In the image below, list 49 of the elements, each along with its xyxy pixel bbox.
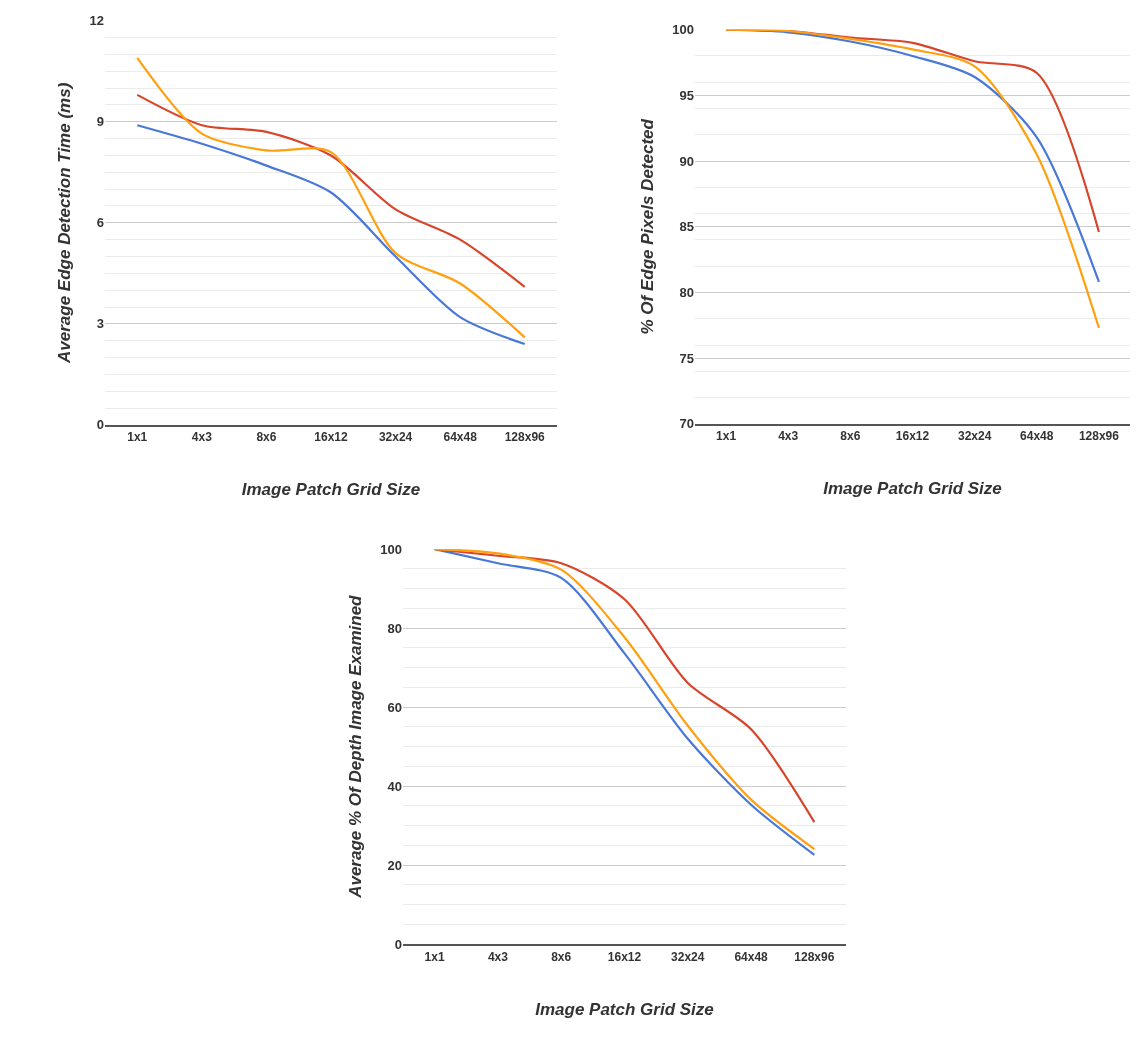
y-tick-label: 80 (679, 285, 694, 301)
x-tick-label: 4x3 (487, 949, 509, 964)
y-tick-label: 3 (96, 316, 104, 332)
x-axis-title: Image Patch Grid Size (823, 479, 1002, 499)
x-tick-label: 16x12 (895, 429, 930, 444)
x-tick-label: 1x1 (424, 949, 445, 964)
x-tick-label: 16x12 (607, 949, 642, 964)
y-tick-label: 70 (679, 416, 694, 432)
x-tick-label: 1x1 (127, 430, 148, 445)
y-tick-label: 0 (394, 936, 402, 952)
y-tick-label: 95 (679, 87, 694, 103)
y-tick-label: 20 (387, 857, 402, 873)
y-axis-title: Average Edge Detection Time (ms) (55, 82, 75, 364)
y-tick-label: 9 (96, 114, 104, 130)
y-tick-label: 100 (380, 541, 402, 557)
x-tick-label: 64x48 (734, 949, 769, 964)
x-tick-label: 32x24 (957, 429, 992, 444)
x-tick-label: 1x1 (716, 429, 737, 444)
line-series (724, 29, 1101, 330)
x-tick-label: 8x6 (840, 429, 861, 444)
y-axis-title: % Of Edge Pixels Detected (637, 118, 657, 335)
x-tick-label: 128x96 (794, 949, 835, 964)
x-tick-label: 64x48 (1020, 429, 1054, 444)
x-tick-label: 4x3 (191, 430, 213, 445)
x-tick-label: 32x24 (671, 949, 705, 964)
x-axis-title: Image Patch Grid Size (535, 999, 714, 1019)
x-tick-label: 32x24 (378, 430, 413, 445)
y-tick-label: 40 (387, 778, 402, 794)
y-tick-label: 100 (672, 22, 694, 38)
y-tick-label: 6 (96, 215, 104, 231)
y-tick-label: 75 (679, 350, 694, 366)
x-tick-label: 64x48 (443, 430, 478, 445)
y-tick-label: 90 (679, 153, 694, 169)
line-series (136, 93, 526, 288)
x-tick-label: 4x3 (778, 429, 799, 444)
line-series (136, 124, 526, 346)
y-tick-label: 12 (89, 13, 104, 29)
y-tick-label: 60 (387, 699, 402, 715)
x-tick-label: 8x6 (256, 430, 277, 445)
x-tick-label: 128x96 (504, 430, 546, 445)
x-tick-label: 8x6 (551, 949, 572, 964)
x-axis-title: Image Patch Grid Size (241, 480, 421, 500)
x-tick-label: 128x96 (1078, 429, 1120, 444)
x-tick-label: 16x12 (314, 430, 349, 445)
y-tick-label: 85 (679, 219, 694, 235)
y-tick-label: 0 (96, 417, 104, 433)
y-tick-label: 80 (387, 620, 402, 636)
y-axis-title: Average % Of Depth Image Examined (345, 594, 365, 899)
line-series (136, 56, 526, 339)
